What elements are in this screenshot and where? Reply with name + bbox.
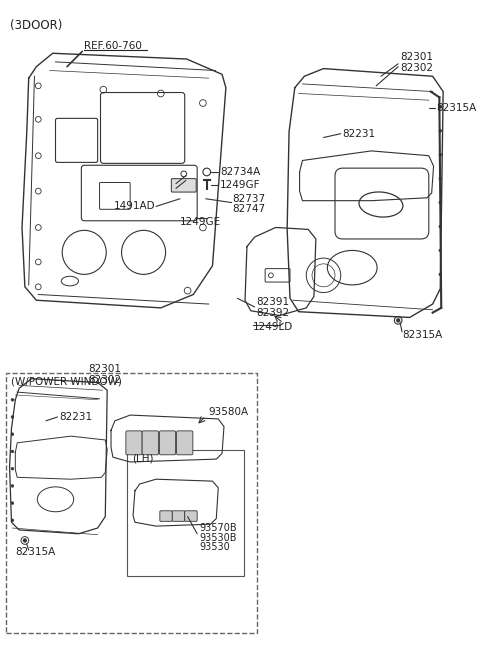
Text: 93580A: 93580A (209, 407, 249, 417)
FancyBboxPatch shape (171, 179, 196, 192)
Circle shape (439, 225, 442, 228)
Text: (LH): (LH) (132, 453, 154, 463)
Text: 82737: 82737 (233, 194, 266, 204)
Circle shape (11, 398, 14, 402)
Text: 82302: 82302 (88, 375, 121, 384)
Circle shape (11, 450, 14, 453)
FancyBboxPatch shape (265, 269, 290, 282)
FancyBboxPatch shape (126, 431, 142, 455)
Text: (W/POWER WINDOW): (W/POWER WINDOW) (11, 377, 121, 387)
Circle shape (396, 318, 400, 322)
Circle shape (439, 201, 442, 204)
FancyBboxPatch shape (159, 431, 176, 455)
Circle shape (439, 153, 442, 156)
Text: 93530B: 93530B (199, 533, 237, 542)
Circle shape (11, 519, 14, 522)
Text: 93570B: 93570B (199, 523, 237, 533)
Text: 82747: 82747 (233, 204, 266, 214)
Circle shape (11, 415, 14, 419)
Circle shape (439, 273, 442, 276)
Text: 1249GE: 1249GE (180, 217, 221, 227)
Text: 82391: 82391 (256, 297, 289, 307)
Text: 82231: 82231 (60, 412, 93, 422)
Text: 1491AD: 1491AD (113, 202, 155, 212)
Circle shape (11, 502, 14, 504)
FancyBboxPatch shape (142, 431, 158, 455)
Text: REF.60-760: REF.60-760 (84, 41, 142, 50)
Text: 82315A: 82315A (436, 103, 477, 113)
FancyBboxPatch shape (160, 511, 172, 521)
Text: 82302: 82302 (400, 63, 433, 73)
FancyBboxPatch shape (177, 431, 193, 455)
FancyBboxPatch shape (172, 511, 185, 521)
Text: 82315A: 82315A (402, 329, 442, 340)
Circle shape (11, 433, 14, 436)
Text: 82301: 82301 (88, 364, 121, 374)
Text: 1249LD: 1249LD (252, 322, 293, 332)
Circle shape (11, 467, 14, 470)
Text: 82231: 82231 (343, 128, 376, 139)
Text: (3DOOR): (3DOOR) (10, 19, 62, 32)
Text: 1249GF: 1249GF (220, 180, 261, 191)
FancyBboxPatch shape (185, 511, 197, 521)
Text: 82301: 82301 (400, 52, 433, 62)
Text: 82734A: 82734A (220, 167, 260, 177)
Circle shape (439, 130, 442, 132)
Circle shape (11, 485, 14, 487)
Circle shape (439, 249, 442, 252)
Circle shape (203, 168, 211, 176)
Circle shape (23, 538, 27, 542)
Text: 93530: 93530 (199, 542, 230, 552)
Text: 82315A: 82315A (15, 547, 56, 557)
Circle shape (439, 105, 442, 108)
Text: 82392: 82392 (256, 308, 289, 318)
Circle shape (439, 178, 442, 180)
